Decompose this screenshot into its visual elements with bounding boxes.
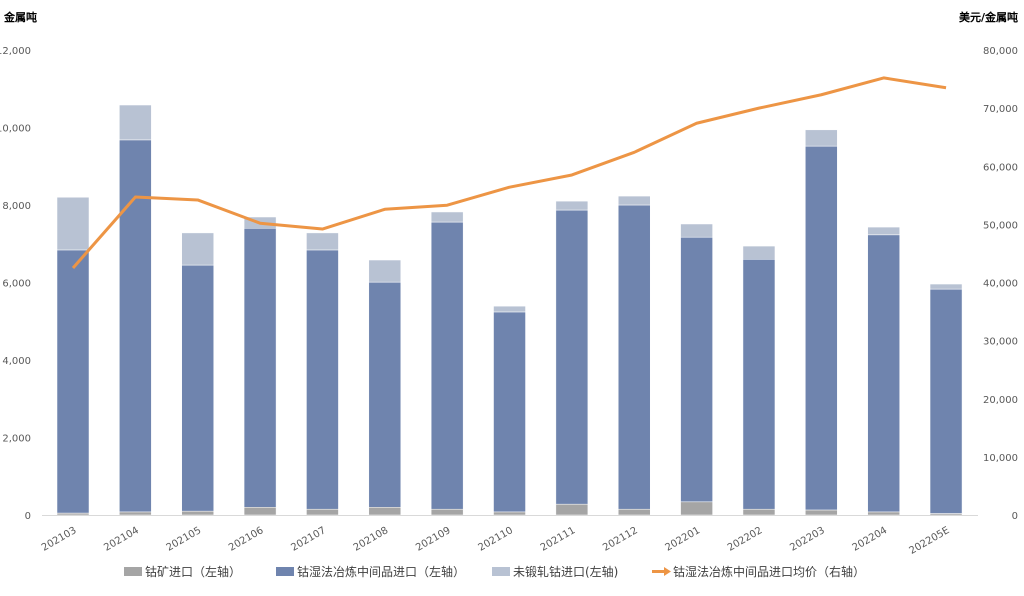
- bar-segment-1: [368, 281, 402, 508]
- bar-segment-1: [306, 249, 339, 510]
- bar-segment-1: [243, 228, 277, 508]
- bar-segment-1: [181, 264, 214, 512]
- bar-segment-2: [430, 211, 464, 223]
- price-line: [71, 76, 947, 269]
- bar-segment-2: [306, 232, 339, 251]
- x-tick-label: 202201: [664, 525, 703, 554]
- legend-label: 钴湿法冶炼中间品进口（左轴）: [297, 564, 465, 579]
- right-tick-label: 20,000: [983, 395, 1018, 406]
- bar-segment-0: [119, 511, 152, 516]
- left-tick-label: 10,000: [0, 124, 31, 135]
- right-tick-label: 10,000: [983, 453, 1018, 464]
- x-tick-label: 202111: [539, 525, 578, 554]
- bar-segment-0: [555, 503, 589, 516]
- bar-segment-1: [742, 259, 776, 510]
- x-tick-label: 202202: [726, 525, 765, 554]
- legend-swatch: [492, 567, 510, 576]
- bar-segment-0: [306, 508, 339, 516]
- left-tick-label: 12,000: [0, 46, 31, 57]
- bar-segment-0: [368, 507, 402, 516]
- bar-segment-2: [742, 245, 776, 260]
- x-tick-label: 202203: [788, 525, 827, 554]
- bar-segment-1: [493, 311, 526, 513]
- left-axis-title: 金属吨: [3, 10, 37, 24]
- x-tick-label: 202104: [102, 525, 141, 554]
- bar-segment-0: [181, 510, 214, 516]
- left-tick-label: 4,000: [2, 356, 31, 367]
- bar-segment-0: [867, 511, 900, 516]
- bar-segment-2: [555, 200, 589, 211]
- bar-segment-1: [867, 234, 900, 513]
- right-tick-label: 40,000: [983, 279, 1018, 290]
- right-axis-title: 美元/金属吨: [959, 10, 1018, 24]
- bar-segment-0: [493, 511, 526, 516]
- right-tick-label: 80,000: [983, 46, 1018, 57]
- x-tick-label: 202204: [851, 525, 890, 554]
- bar-segment-2: [929, 283, 963, 290]
- bar-segment-1: [430, 221, 464, 510]
- bar-segment-2: [181, 232, 214, 266]
- bar-segment-1: [680, 236, 713, 503]
- bar-segment-2: [119, 104, 152, 141]
- legend-label: 未锻轧钴进口(左轴): [513, 564, 618, 579]
- bar-segment-2: [680, 223, 713, 238]
- bar-segment-2: [56, 197, 90, 251]
- x-tick-label: 202103: [40, 525, 79, 554]
- left-tick-label: 8,000: [2, 201, 31, 212]
- bar-segment-0: [56, 512, 90, 516]
- x-tick-label: 202112: [601, 525, 640, 554]
- bar-segment-0: [243, 507, 277, 516]
- bar-segment-2: [493, 305, 526, 313]
- bar-segment-2: [368, 259, 402, 283]
- bar-segment-1: [555, 209, 589, 505]
- bar-segment-1: [617, 204, 651, 510]
- right-tick-label: 30,000: [983, 337, 1018, 348]
- bar-segment-0: [742, 508, 776, 516]
- bar-segment-0: [617, 508, 651, 516]
- bar-segment-2: [805, 129, 838, 147]
- x-tick-label: 202108: [352, 525, 391, 554]
- x-tick-label: 202110: [476, 525, 515, 554]
- bar-segment-1: [929, 288, 963, 514]
- left-tick-label: 6,000: [2, 279, 31, 290]
- left-tick-label: 0: [25, 511, 31, 522]
- x-tick-label: 202109: [414, 525, 453, 554]
- bar-segment-2: [867, 226, 900, 236]
- legend-label: 钴矿进口（左轴）: [145, 564, 241, 579]
- bar-segment-1: [119, 139, 152, 513]
- legend-label: 钴湿法冶炼中间品进口均价（右轴）: [673, 564, 865, 579]
- bar-segment-1: [805, 145, 838, 511]
- bar-segment-0: [430, 508, 464, 516]
- bar-segment-0: [680, 501, 713, 516]
- legend-swatch: [276, 567, 294, 576]
- bar-segment-1: [56, 249, 90, 514]
- right-tick-label: 70,000: [983, 104, 1018, 115]
- right-tick-label: 60,000: [983, 162, 1018, 173]
- right-tick-label: 50,000: [983, 220, 1018, 231]
- right-tick-label: 0: [1012, 511, 1018, 522]
- bar-segment-2: [617, 195, 651, 206]
- x-tick-label: 202107: [289, 525, 328, 554]
- legend-swatch: [124, 567, 142, 576]
- bar-segment-0: [805, 509, 838, 516]
- x-tick-label: 202106: [227, 525, 266, 554]
- arrow-icon: [664, 567, 671, 576]
- x-tick-label: 202205E: [908, 525, 952, 557]
- left-tick-label: 2,000: [2, 434, 31, 445]
- x-tick-label: 202105: [165, 525, 204, 554]
